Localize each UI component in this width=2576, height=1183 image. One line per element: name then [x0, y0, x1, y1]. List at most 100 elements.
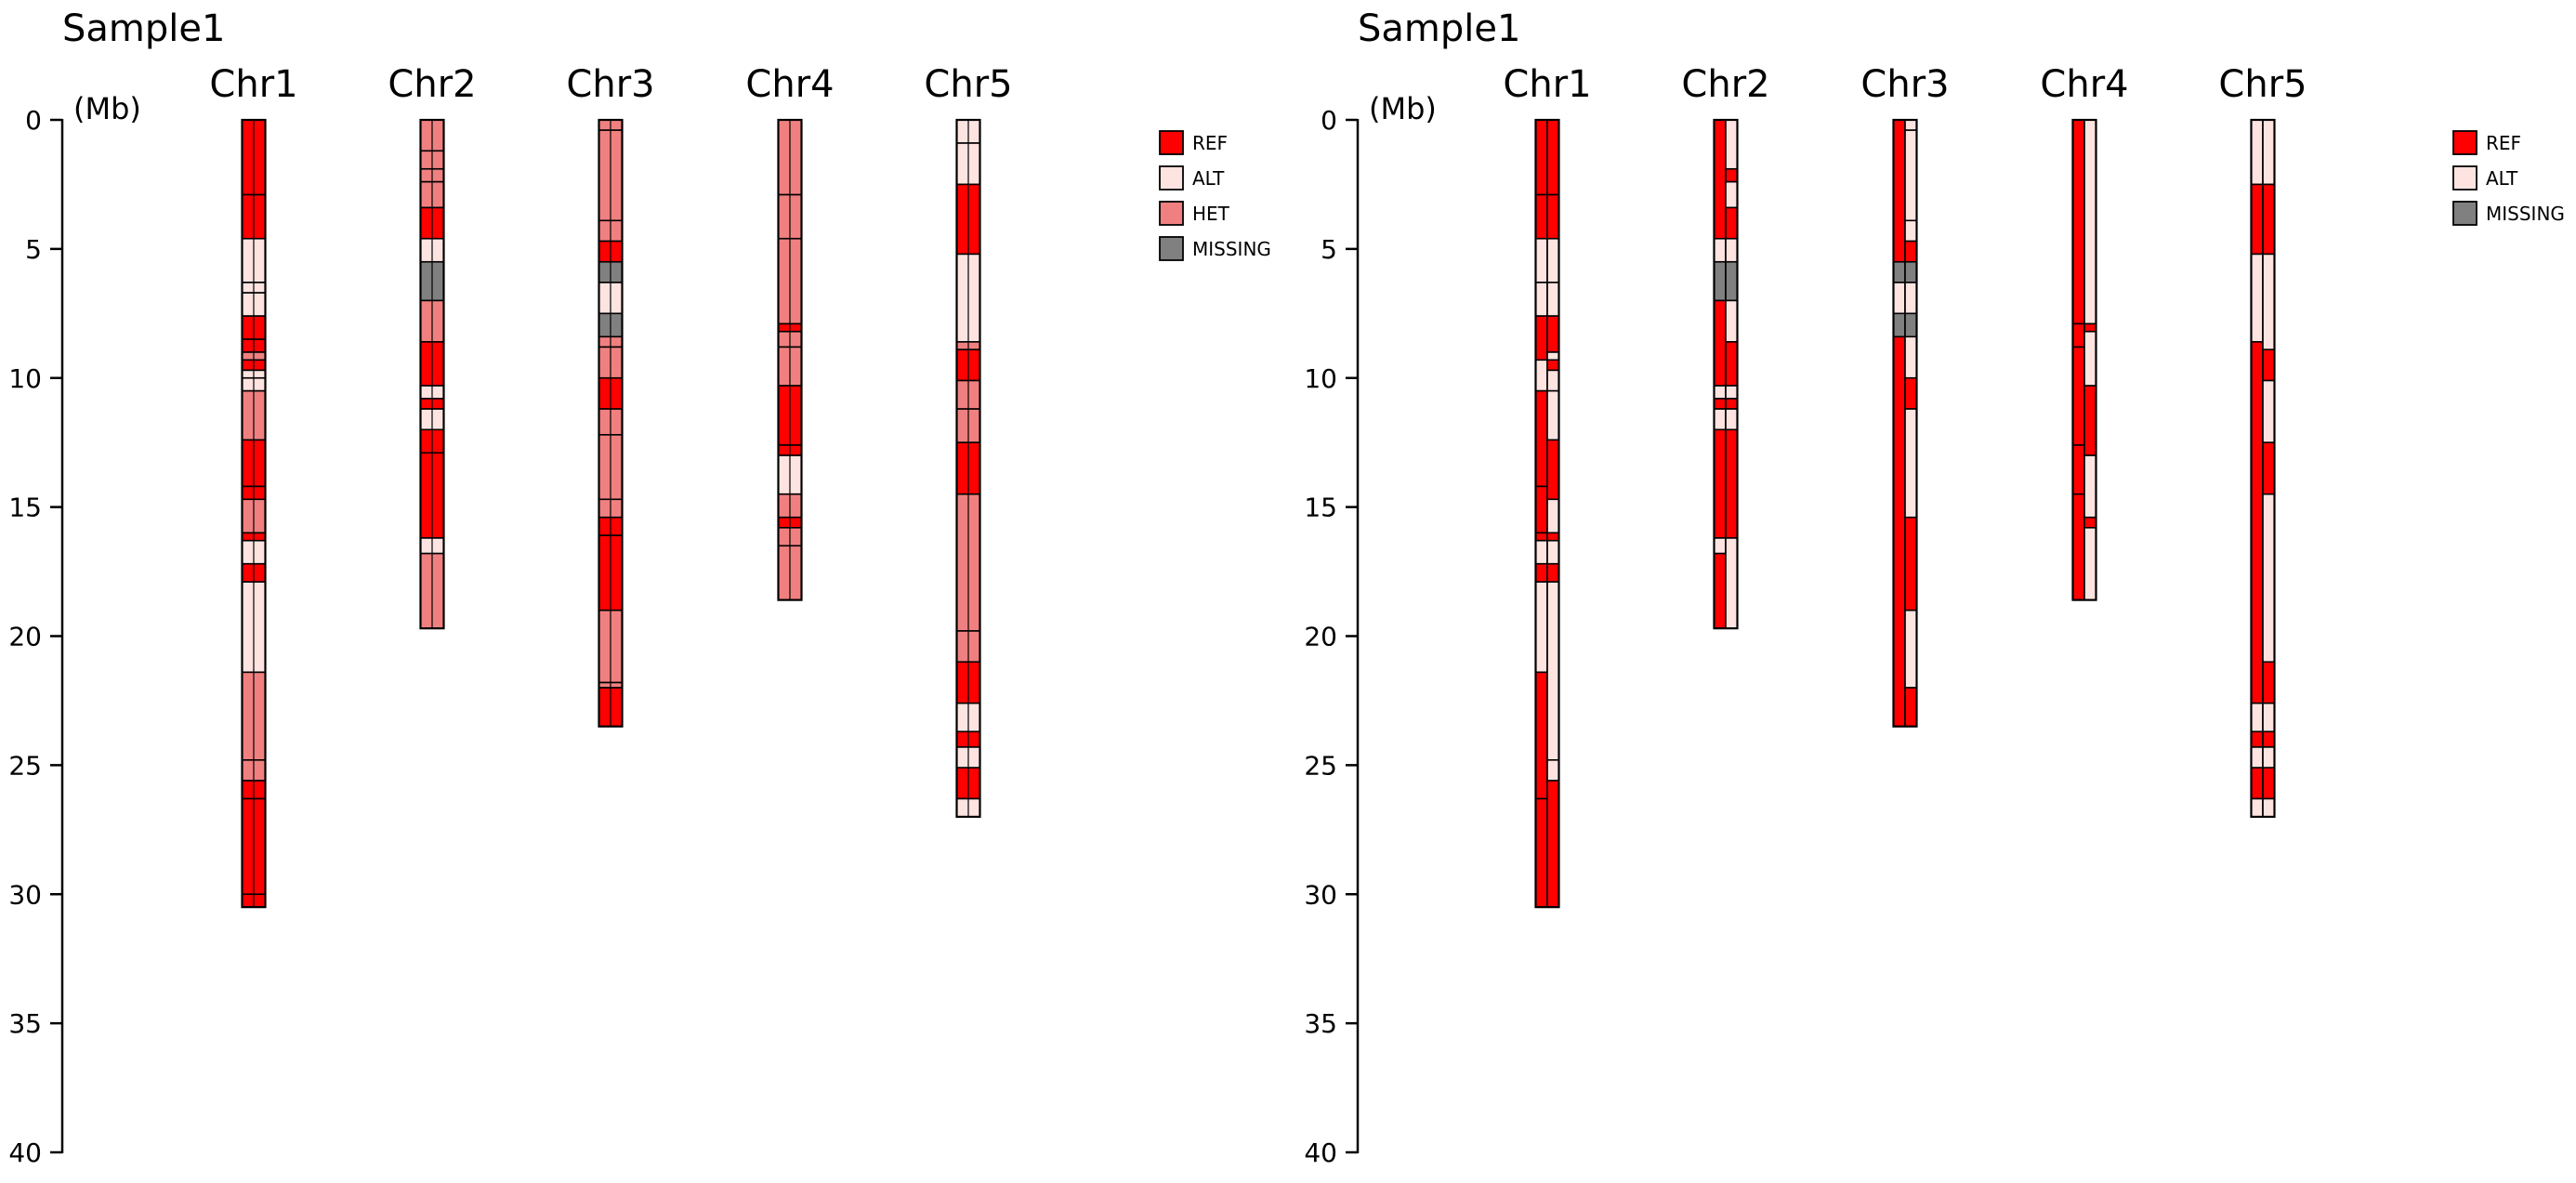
segment-ref	[2250, 767, 2264, 800]
y-tick-label: 15	[8, 493, 42, 523]
segment-alt	[2262, 797, 2276, 818]
segment-alt	[2262, 746, 2276, 769]
segment-ref	[2262, 767, 2276, 800]
segment-alt	[1534, 539, 1548, 565]
chart-title: Sample1	[62, 7, 225, 50]
segment-ref	[2071, 346, 2085, 446]
segment-ref	[2083, 385, 2097, 456]
segment-ref	[1725, 341, 1739, 387]
chromosome-outline	[598, 118, 624, 728]
y-tick-label: 0	[1321, 105, 1337, 136]
chromosome-outline	[1892, 118, 1918, 728]
chromosome-outline	[241, 118, 267, 909]
legend-label: REF	[2486, 132, 2521, 154]
segment-missing	[1725, 260, 1739, 302]
legend-label: MISSING	[1192, 238, 1271, 260]
legend-label: REF	[1192, 132, 1228, 154]
segment-ref	[1713, 398, 1727, 410]
segment-alt	[1725, 119, 1739, 170]
chromosome-label: Chr5	[924, 63, 1012, 106]
legend-swatch-ref	[1159, 130, 1184, 155]
segment-alt	[1904, 219, 1918, 243]
chromosome-label: Chr2	[1681, 63, 1769, 106]
segment-alt	[1534, 282, 1548, 317]
segment-ref	[1534, 119, 1548, 196]
segment-ref	[1904, 516, 1918, 611]
segment-alt	[2262, 253, 2276, 350]
segment-ref	[1725, 206, 1739, 240]
segment-ref	[2262, 661, 2276, 704]
segment-ref	[2262, 348, 2276, 382]
segment-alt	[2083, 330, 2097, 387]
segment-ref	[1892, 335, 1906, 728]
legend-swatch-missing	[1159, 236, 1184, 261]
segment-ref	[2250, 341, 2264, 704]
segment-alt	[2250, 253, 2264, 343]
segment-missing	[1904, 260, 1918, 283]
segment-ref	[1546, 562, 1560, 583]
segment-alt	[2083, 527, 2097, 601]
segment-alt	[2250, 119, 2264, 186]
segment-alt	[2250, 702, 2264, 733]
segment-missing	[1892, 312, 1906, 338]
chromosome-outline	[777, 118, 803, 601]
segment-alt	[1546, 282, 1560, 317]
y-tick-label: 30	[8, 879, 42, 910]
y-tick-label: 40	[8, 1137, 42, 1168]
segment-alt	[2250, 746, 2264, 769]
legend-label: ALT	[2486, 167, 2518, 190]
y-tick-label: 5	[1321, 234, 1337, 265]
segment-alt	[1904, 129, 1918, 222]
y-tick-label: 20	[8, 622, 42, 652]
segment-ref	[1534, 532, 1548, 542]
segment-missing	[1713, 260, 1727, 302]
y-tick-label: 0	[25, 105, 42, 136]
legend-swatch-het	[1159, 201, 1184, 226]
chromosome-label: Chr3	[1860, 63, 1949, 106]
chromosome-outline	[1534, 118, 1560, 909]
segment-ref	[1546, 359, 1560, 372]
segment-ref	[2083, 322, 2097, 333]
segment-alt	[1725, 537, 1739, 629]
segment-alt	[1725, 299, 1739, 343]
segment-alt	[1546, 539, 1560, 565]
segment-missing	[1904, 312, 1918, 338]
chromosome-label: Chr2	[388, 63, 476, 106]
segment-alt	[1546, 759, 1560, 782]
segment-ref	[1534, 193, 1548, 240]
chart-title: Sample1	[1358, 7, 1520, 50]
segment-alt	[1546, 389, 1560, 441]
segment-ref	[2071, 444, 2085, 495]
segment-ref	[1892, 119, 1906, 263]
segment-alt	[1546, 581, 1560, 761]
segment-ref	[1713, 299, 1727, 387]
segment-alt	[1534, 359, 1548, 392]
y-tick-label: 15	[1304, 493, 1337, 523]
segment-alt	[1725, 237, 1739, 263]
segment-alt	[1904, 119, 1918, 131]
segment-ref	[1713, 552, 1727, 629]
chromosome-label: Chr4	[2040, 63, 2128, 106]
segment-ref	[1904, 687, 1918, 728]
segment-alt	[1725, 180, 1739, 209]
segment-alt	[2262, 379, 2276, 443]
segment-alt	[1546, 237, 1560, 283]
y-tick-label: 10	[8, 363, 42, 394]
segment-alt	[1534, 237, 1548, 283]
segment-alt	[1713, 385, 1727, 400]
segment-alt	[2083, 119, 2097, 325]
chromosome-label: Chr5	[2218, 63, 2307, 106]
segment-ref	[1546, 532, 1560, 542]
segment-ref	[1546, 439, 1560, 501]
legend-swatch-alt	[1159, 165, 1184, 191]
segment-ref	[1904, 240, 1918, 263]
segment-alt	[1713, 537, 1727, 555]
segment-ref	[1713, 119, 1727, 240]
segment-alt	[1534, 581, 1548, 674]
segment-alt	[1713, 408, 1727, 431]
y-tick-label: 40	[1304, 1137, 1337, 1168]
segment-ref	[1725, 167, 1739, 183]
segment-ref	[2071, 119, 2085, 325]
segment-alt	[2083, 454, 2097, 519]
chromosome-outline	[1713, 118, 1739, 630]
